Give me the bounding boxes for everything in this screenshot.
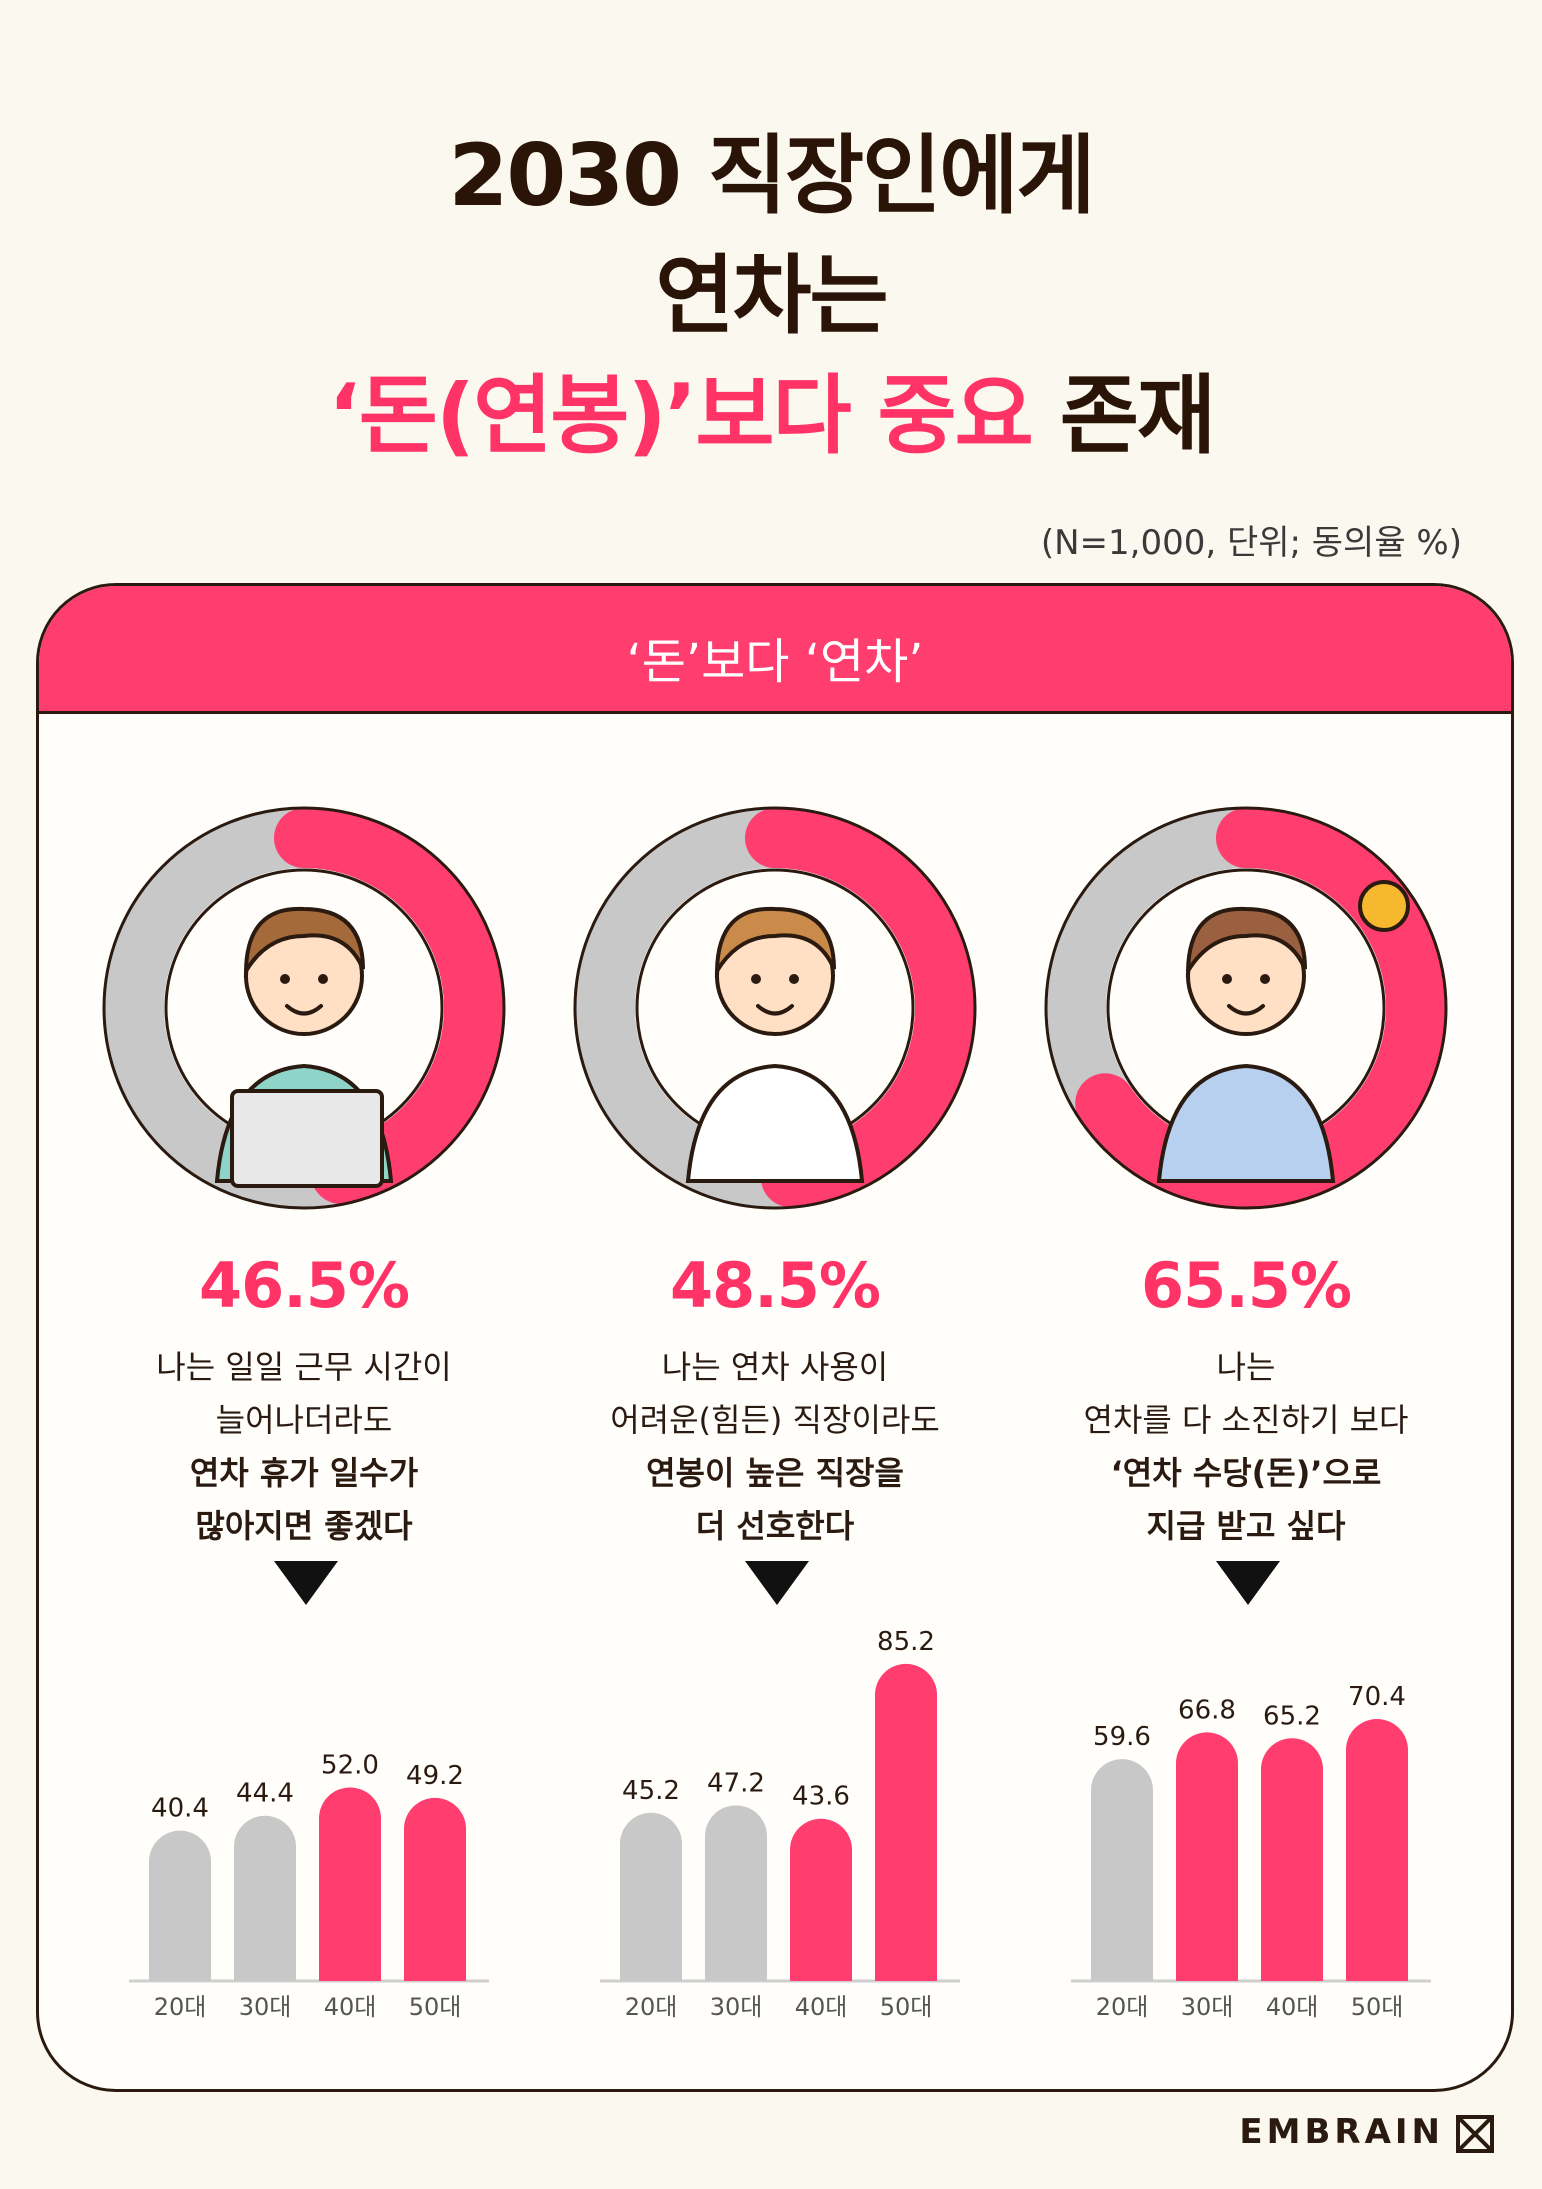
desc-2-line-2: 어려운(힘든) 직장이라도 bbox=[610, 1401, 940, 1439]
desc-2-bold-1: 연봉이 높은 직장을 bbox=[646, 1454, 904, 1492]
desc-3-line-2: 연차를 다 소진하기 보다 bbox=[1083, 1401, 1409, 1439]
desc-2-bold-2: 더 선호한다 bbox=[695, 1507, 855, 1545]
percent-3: 65.5% bbox=[1140, 1249, 1352, 1322]
bar bbox=[319, 1787, 381, 1981]
column-2: 48.5% 나는 연차 사용이 어려운(힘든) 직장이라도 연봉이 높은 직장을… bbox=[540, 586, 1010, 2089]
main-panel: ‘돈’보다 ‘연차’ 46.5% 나는 일일 근무 시간이 늘어나더라도 연차 … bbox=[36, 583, 1514, 2092]
bar-value-label: 43.6 bbox=[792, 1782, 850, 1812]
bar bbox=[1261, 1738, 1323, 1981]
embrain-logo: EMBRAIN bbox=[1239, 2112, 1494, 2153]
panel-title: ‘돈’보다 ‘연차’ bbox=[626, 634, 924, 690]
bar-chart-2: 45.2 20대 47.2 30대 43.6 40대 85.2 50대 bbox=[600, 1627, 960, 2021]
office-worker-with-laptop-illustration bbox=[214, 906, 394, 1188]
bar bbox=[149, 1830, 211, 1981]
desc-3-line-1: 나는 bbox=[1216, 1348, 1276, 1386]
category-label: 20대 bbox=[1096, 1993, 1149, 2021]
desc-1-bold-1: 연차 휴가 일수가 bbox=[189, 1454, 419, 1492]
bar bbox=[875, 1663, 937, 1981]
down-triangle-icon bbox=[274, 1561, 338, 1605]
desc-2-line-1: 나는 연차 사용이 bbox=[661, 1348, 889, 1386]
desc-1-line-1: 나는 일일 근무 시간이 bbox=[156, 1348, 452, 1386]
coin-icon bbox=[1358, 880, 1410, 932]
bar-value-label: 65.2 bbox=[1263, 1701, 1321, 1731]
title-accent: ‘돈(연봉)’보다 중요 bbox=[328, 366, 1034, 466]
bar-value-label: 49.2 bbox=[406, 1761, 464, 1791]
bar-value-label: 70.4 bbox=[1348, 1682, 1406, 1712]
title-line-1: 2030 직장인에게 bbox=[448, 126, 1096, 226]
ring-fill bbox=[104, 808, 504, 1208]
ring-outline bbox=[573, 806, 977, 1210]
bar bbox=[620, 1812, 682, 1981]
bar bbox=[790, 1818, 852, 1981]
bar-chart-1: 40.4 20대 44.4 30대 52.0 40대 49.2 50대 bbox=[129, 1750, 489, 2021]
bar-value-label: 45.2 bbox=[622, 1776, 680, 1806]
percent-2: 48.5% bbox=[669, 1249, 881, 1322]
embrain-logo-icon bbox=[1456, 2114, 1494, 2153]
bar bbox=[705, 1805, 767, 1981]
column-3: 65.5% 나는 연차를 다 소진하기 보다 ‘연차 수당(돈)’으로 지급 받… bbox=[1011, 586, 1481, 2089]
progress-ring-3 bbox=[1044, 806, 1448, 1210]
panel-header: ‘돈’보다 ‘연차’ bbox=[39, 586, 1511, 714]
bar-value-label: 66.8 bbox=[1178, 1695, 1236, 1725]
title-rest: 존재 bbox=[1031, 366, 1216, 466]
title-line-3: ‘돈(연봉)’보다 중요 존재 bbox=[0, 345, 1542, 470]
category-label: 50대 bbox=[1351, 1993, 1404, 2021]
bar bbox=[234, 1815, 296, 1981]
bar bbox=[1346, 1718, 1408, 1981]
category-label: 50대 bbox=[880, 1993, 933, 2021]
ring-outline bbox=[1044, 806, 1448, 1210]
category-label: 20대 bbox=[625, 1993, 678, 2021]
laptop-icon bbox=[230, 1089, 384, 1188]
category-label: 40대 bbox=[795, 1993, 848, 2021]
progress-ring-2 bbox=[573, 806, 977, 1210]
doctor-illustration bbox=[685, 906, 865, 1183]
bar-value-label: 40.4 bbox=[151, 1794, 209, 1824]
down-triangle-icon bbox=[1216, 1561, 1280, 1605]
category-label: 30대 bbox=[710, 1993, 763, 2021]
bar bbox=[404, 1797, 466, 1981]
category-label: 30대 bbox=[1181, 1993, 1234, 2021]
ring-outline bbox=[102, 806, 506, 1210]
desc-1-line-2: 늘어나더라도 bbox=[215, 1401, 393, 1439]
bar-value-label: 47.2 bbox=[707, 1768, 765, 1798]
desc-1-bold-2: 많아지면 좋겠다 bbox=[195, 1507, 413, 1545]
bar-value-label: 59.6 bbox=[1093, 1722, 1151, 1752]
sample-note: (N=1,000, 단위; 동의율 %) bbox=[1040, 523, 1462, 563]
logo-text: EMBRAIN bbox=[1239, 2112, 1444, 2152]
bar-value-label: 52.0 bbox=[321, 1750, 379, 1780]
progress-ring-1 bbox=[102, 806, 506, 1210]
percent-1: 46.5% bbox=[198, 1249, 410, 1322]
bar bbox=[1176, 1732, 1238, 1981]
category-label: 30대 bbox=[239, 1993, 292, 2021]
bar bbox=[1091, 1759, 1153, 1981]
bar-value-label: 85.2 bbox=[877, 1627, 935, 1657]
desc-3-bold-2: 지급 받고 싶다 bbox=[1146, 1507, 1346, 1545]
category-label: 40대 bbox=[1266, 1993, 1319, 2021]
category-label: 50대 bbox=[409, 1993, 462, 2021]
down-triangle-icon bbox=[745, 1561, 809, 1605]
bar-value-label: 44.4 bbox=[236, 1779, 294, 1809]
desc-3-bold-1: ‘연차 수당(돈)’으로 bbox=[1110, 1454, 1382, 1492]
category-label: 40대 bbox=[324, 1993, 377, 2021]
category-label: 20대 bbox=[154, 1993, 207, 2021]
bar-chart-3: 59.6 20대 66.8 30대 65.2 40대 70.4 50대 bbox=[1071, 1682, 1431, 2021]
title-line-2: 연차는 bbox=[655, 246, 888, 346]
woman-with-coin-illustration bbox=[1156, 880, 1410, 1183]
column-1: 46.5% 나는 일일 근무 시간이 늘어나더라도 연차 휴가 일수가 많아지면… bbox=[69, 586, 539, 2089]
